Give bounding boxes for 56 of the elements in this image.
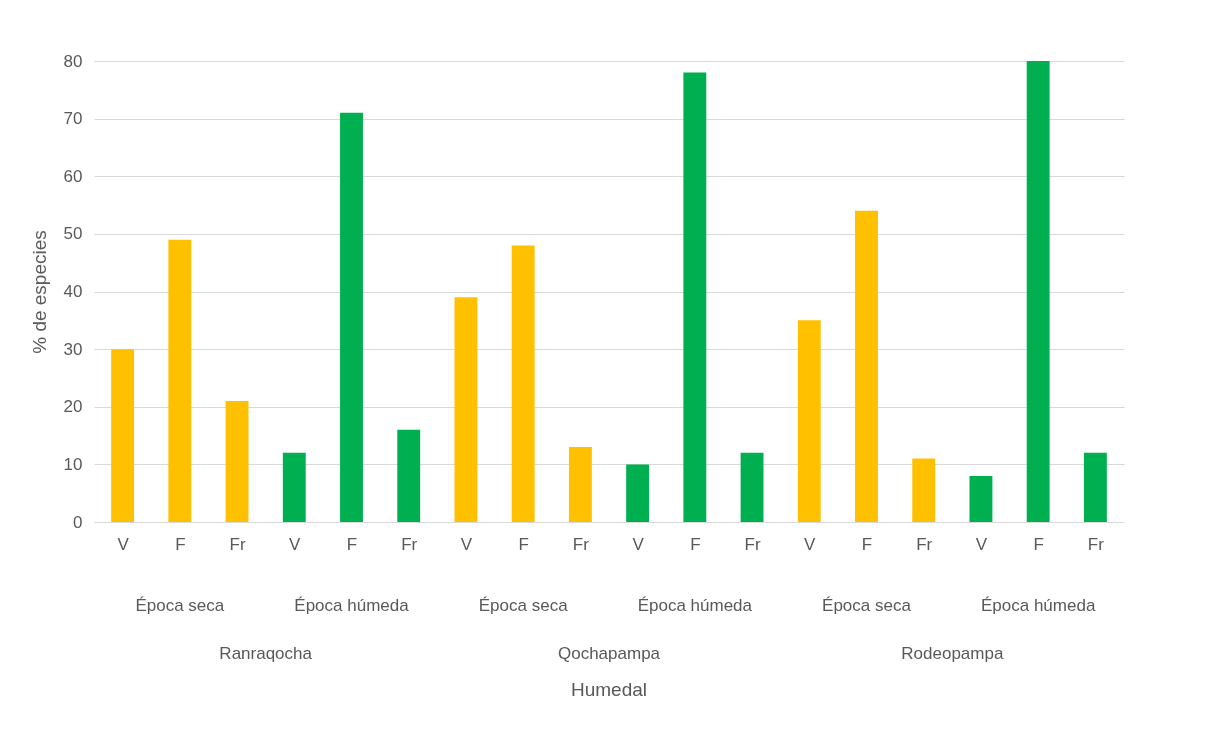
- bar: [111, 349, 135, 522]
- x-tick-label: Fr: [916, 534, 933, 554]
- bar: [969, 475, 993, 522]
- bar: [797, 320, 821, 522]
- text: Época húmeda: [294, 596, 410, 615]
- y-tick-label: 80: [63, 51, 83, 71]
- x-tick-label: V: [117, 534, 130, 554]
- text: Época húmeda: [637, 596, 753, 615]
- y-tick-label: 0: [73, 512, 83, 532]
- x-tick-label: V: [632, 534, 645, 554]
- y-tick-label: 40: [63, 282, 83, 301]
- y-tick-label: 50: [63, 224, 83, 244]
- bar: [168, 239, 192, 522]
- x-tick-label: F: [690, 534, 701, 554]
- bar: [397, 429, 421, 522]
- x-tick-label: Fr: [572, 534, 590, 554]
- bar: [568, 447, 592, 522]
- text: Época seca: [822, 596, 912, 615]
- bar: [1026, 61, 1050, 522]
- bar: [340, 112, 363, 522]
- text: Época seca: [135, 596, 225, 615]
- bar: [626, 464, 650, 522]
- x-tick-label: Fr: [744, 534, 761, 554]
- x-tick-label: F: [346, 534, 358, 554]
- bar: [454, 297, 478, 522]
- x-tick-label: F: [175, 534, 186, 554]
- text: Ranraqocha: [219, 644, 313, 663]
- x-tick-label: V: [289, 534, 302, 554]
- text: Época seca: [478, 596, 569, 615]
- bar: [225, 400, 249, 522]
- x-tick-label: F: [518, 534, 529, 554]
- x-tick-label: V: [804, 534, 817, 554]
- text: Época húmeda: [980, 596, 1096, 615]
- y-tick-label: 30: [63, 339, 83, 359]
- bar: [1083, 452, 1107, 522]
- bar: [912, 458, 936, 522]
- bar: [740, 452, 764, 522]
- y-tick-label: 60: [63, 166, 83, 186]
- x-tick-label: F: [1033, 534, 1044, 554]
- x-tick-label: V: [975, 534, 988, 554]
- text: Humedal: [570, 679, 648, 700]
- bar: [511, 245, 535, 522]
- x-tick-label: Fr: [229, 534, 246, 554]
- bar: [282, 452, 306, 522]
- x-tick-label: Fr: [1087, 534, 1105, 554]
- bar: [855, 210, 878, 522]
- y-tick-label: 70: [63, 109, 83, 129]
- text: Qochapampa: [557, 644, 661, 663]
- y-axis-title: % de especies: [28, 230, 50, 354]
- x-tick-label: Fr: [401, 534, 418, 554]
- y-tick-label: 10: [63, 454, 83, 474]
- x-tick-label: F: [861, 534, 873, 554]
- bar: [683, 72, 707, 522]
- text: Rodeopampa: [901, 644, 1004, 663]
- y-tick-label: 20: [63, 397, 83, 417]
- x-tick-label: V: [460, 534, 473, 554]
